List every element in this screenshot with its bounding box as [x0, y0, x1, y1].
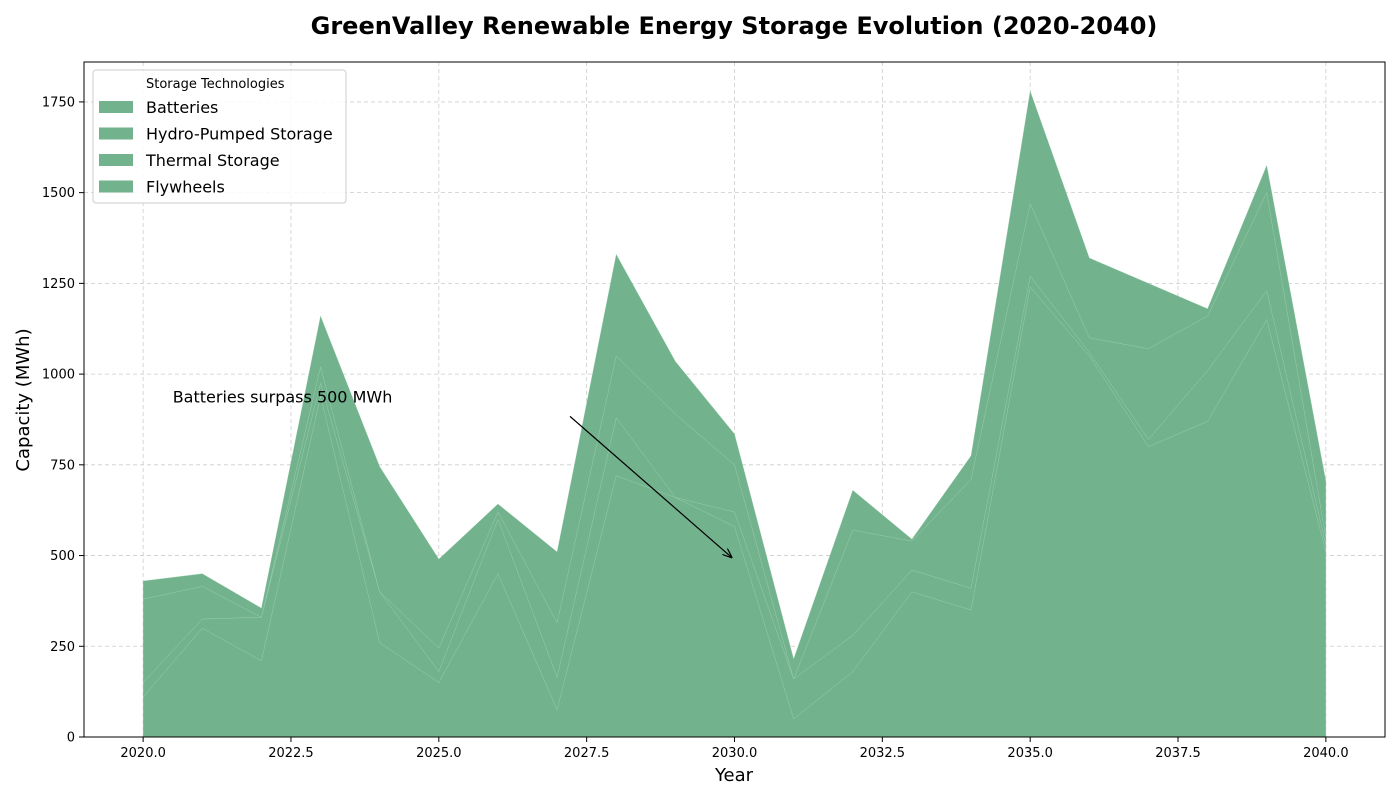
- y-tick-label: 250: [50, 640, 75, 655]
- y-tick-label: 1500: [42, 186, 75, 201]
- x-tick-label: 2030.0: [712, 746, 758, 761]
- y-tick-label: 500: [50, 549, 75, 564]
- y-tick-label: 0: [67, 731, 75, 746]
- plot-frame: [83, 61, 1386, 738]
- y-tick-label: 750: [50, 458, 75, 473]
- x-tick-label: 2035.0: [1007, 746, 1053, 761]
- x-axis-ticks: 2020.0 2022.5 2025.0 2027.5 2030.0 2032.5 2035…: [120, 737, 1349, 761]
- y-tick-label: 1000: [42, 368, 75, 383]
- x-tick-label: 2022.5: [268, 746, 314, 761]
- legend-swatch: [99, 127, 133, 140]
- x-axis-label: Year: [714, 765, 754, 786]
- x-tick-label: 2025.0: [416, 746, 462, 761]
- legend-label: Batteries: [146, 98, 218, 117]
- chart-title: GreenValley Renewable Energy Storage Evo…: [311, 12, 1158, 40]
- legend-swatch: [99, 101, 133, 113]
- y-tick-label: 1750: [42, 95, 75, 110]
- legend-swatch: [99, 180, 133, 193]
- y-axis-label: Capacity (MWh): [13, 328, 34, 471]
- area-flywheels: [142, 90, 1327, 680]
- x-tick-label: 2040.0: [1303, 746, 1349, 761]
- annotation-text: Batteries surpass 500 MWh: [173, 387, 393, 406]
- x-tick-label: 2032.5: [860, 746, 906, 761]
- x-tick-label: 2037.5: [1155, 746, 1201, 761]
- y-tick-label: 1250: [42, 277, 75, 292]
- legend-label: Thermal Storage: [145, 151, 280, 170]
- legend: Storage Technologies Batteries Hydro-Pumpe…: [92, 69, 347, 204]
- legend-label: Flywheels: [146, 178, 225, 197]
- annotation: Batteries surpass 500 MWh: [173, 387, 732, 557]
- legend-label: Hydro-Pumped Storage: [146, 125, 333, 144]
- legend-title: Storage Technologies: [146, 77, 285, 92]
- x-tick-label: 2020.0: [120, 746, 166, 761]
- annotation-arrow: [569, 415, 732, 557]
- x-tick-label: 2027.5: [564, 746, 610, 761]
- legend-swatch: [99, 154, 133, 166]
- y-axis-ticks: 0 250 500 750 1000 1250 1500 1750: [42, 95, 84, 746]
- legend-box: [92, 69, 347, 204]
